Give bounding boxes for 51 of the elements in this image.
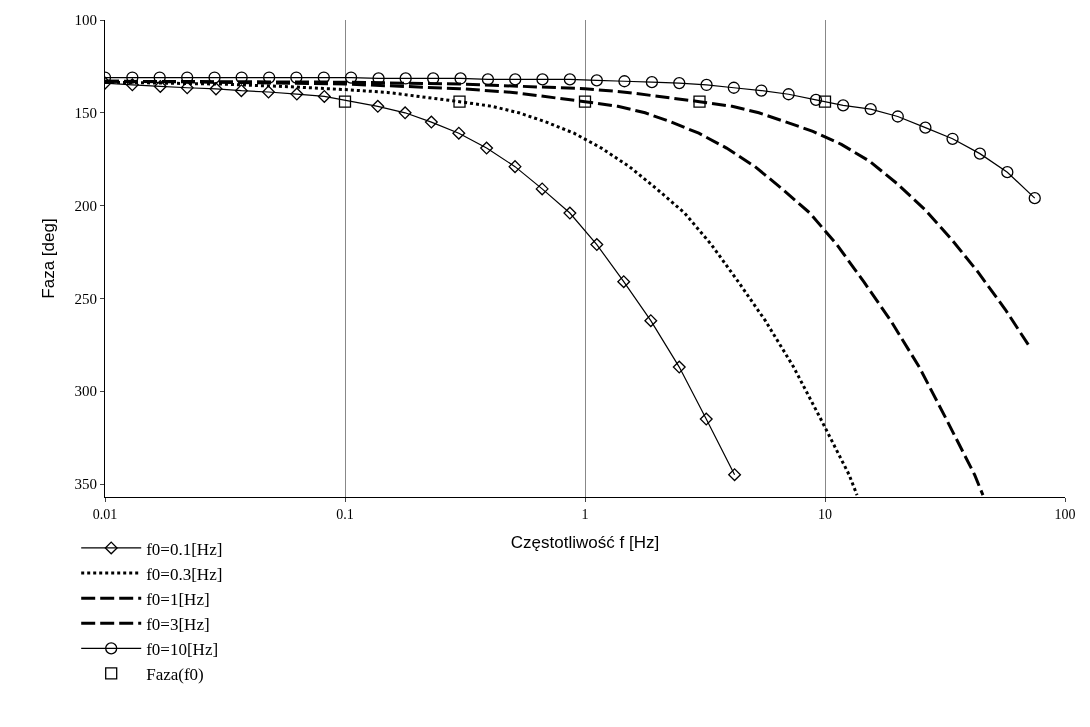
x-axis-title: Częstotliwość f [Hz] xyxy=(510,533,660,553)
point xyxy=(700,78,713,92)
point xyxy=(125,78,139,92)
point xyxy=(727,81,740,94)
point xyxy=(755,84,768,97)
point xyxy=(618,75,631,88)
point xyxy=(836,99,850,112)
x-tick-label: 100 xyxy=(1054,506,1076,522)
point xyxy=(590,74,603,87)
point xyxy=(481,73,495,86)
point xyxy=(317,89,331,103)
point xyxy=(290,87,304,101)
x-tick-label: 1 xyxy=(581,506,589,522)
point xyxy=(1028,192,1041,205)
y-axis-title: Faza [deg] xyxy=(39,218,59,299)
point xyxy=(454,72,467,85)
legend-label: f0=0.3[Hz] xyxy=(146,564,223,584)
legend-label: Faza(f0) xyxy=(146,665,204,685)
point xyxy=(946,132,959,145)
legend-label: f0=10[Hz] xyxy=(146,639,219,659)
point xyxy=(153,79,167,93)
point xyxy=(809,93,823,106)
point xyxy=(209,82,223,96)
y-tick-label: 350 xyxy=(74,476,97,493)
point xyxy=(290,71,303,84)
x-tick-label: 0.1 xyxy=(336,506,354,522)
y-tick-label: 100 xyxy=(74,12,97,29)
point xyxy=(234,84,248,98)
y-tick-label: 150 xyxy=(74,105,97,122)
point xyxy=(919,121,932,134)
point xyxy=(563,73,577,86)
legend-label: f0=0.1[Hz] xyxy=(146,539,223,559)
x-tick-label: 0.01 xyxy=(92,506,118,522)
y-tick-label: 200 xyxy=(74,197,97,214)
point xyxy=(536,73,549,86)
point xyxy=(509,73,522,86)
point xyxy=(180,81,194,95)
legend-label: f0=3[Hz] xyxy=(146,614,210,634)
point xyxy=(673,76,686,90)
point xyxy=(973,147,987,160)
point xyxy=(891,110,904,123)
point xyxy=(1001,166,1014,179)
point xyxy=(864,102,877,116)
x-tick-label: 10 xyxy=(818,506,832,522)
point xyxy=(645,76,659,89)
point xyxy=(399,72,412,85)
point xyxy=(782,88,795,101)
y-tick-label: 250 xyxy=(74,290,97,307)
y-tick-label: 300 xyxy=(74,383,97,400)
point xyxy=(262,85,275,99)
legend-label: f0=1[Hz] xyxy=(146,589,210,609)
